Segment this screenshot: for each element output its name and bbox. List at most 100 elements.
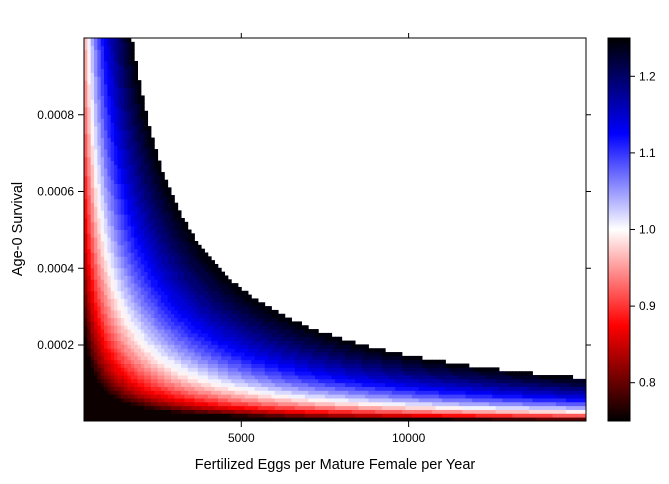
heatmap-cell <box>157 187 162 192</box>
heatmap-cell <box>365 413 369 418</box>
heatmap-cell <box>455 409 460 414</box>
heatmap-cell <box>150 378 155 384</box>
heatmap-cell <box>241 309 246 315</box>
heatmap-cell <box>478 367 483 372</box>
heatmap-cell <box>264 363 269 368</box>
heatmap-cell <box>150 233 155 238</box>
heatmap-cell <box>124 329 128 334</box>
heatmap-cell <box>187 306 192 311</box>
heatmap-cell <box>385 355 389 361</box>
heatmap-cell <box>321 378 326 384</box>
heatmap-cell <box>117 126 122 131</box>
heatmap-cell <box>278 413 282 418</box>
heatmap-cell <box>204 417 209 422</box>
heatmap-cell <box>398 355 403 361</box>
heatmap-cell <box>284 390 289 395</box>
heatmap-cell <box>435 398 440 403</box>
heatmap-cell <box>207 256 212 261</box>
heatmap-cell <box>154 302 159 307</box>
heatmap-cell <box>114 294 118 299</box>
heatmap-cell <box>100 83 105 89</box>
heatmap-cell <box>130 122 135 127</box>
heatmap-cell <box>204 355 209 361</box>
heatmap-cell <box>124 352 128 357</box>
heatmap-cell <box>194 344 199 349</box>
heatmap-cell <box>87 294 92 299</box>
heatmap-cell <box>137 106 142 112</box>
heatmap-cell <box>301 359 306 364</box>
heatmap-cell <box>127 233 132 238</box>
heatmap-cell <box>224 298 229 303</box>
heatmap-cell <box>197 286 202 292</box>
heatmap-cell <box>237 336 242 342</box>
heatmap-cell <box>505 401 510 407</box>
heatmap-cell <box>184 317 189 322</box>
heatmap-cell <box>94 279 98 284</box>
heatmap-cell <box>348 344 353 349</box>
heatmap-cell <box>227 367 232 372</box>
heatmap-cell <box>194 355 199 361</box>
heatmap-cell <box>120 53 125 58</box>
heatmap-cell <box>90 126 95 131</box>
heatmap-cell <box>160 179 165 184</box>
heatmap-cell <box>187 252 192 257</box>
heatmap-cell <box>150 309 155 315</box>
heatmap-cell <box>167 371 172 376</box>
heatmap-cell <box>187 405 192 410</box>
heatmap-cell <box>438 375 443 380</box>
heatmap-cell <box>124 271 128 276</box>
heatmap-cell <box>160 344 165 349</box>
heatmap-cell <box>365 386 369 391</box>
heatmap-cell <box>147 145 152 150</box>
heatmap-cell <box>522 382 527 387</box>
heatmap-cell <box>237 409 242 414</box>
heatmap-cell <box>124 72 128 77</box>
heatmap-cell <box>117 348 122 353</box>
heatmap-cell <box>341 398 346 403</box>
heatmap-cell <box>147 317 152 322</box>
heatmap-cell <box>110 313 115 319</box>
heatmap-cell <box>147 390 152 395</box>
heatmap-cell <box>284 398 289 403</box>
heatmap-cell <box>321 344 326 349</box>
heatmap-cell <box>442 417 446 422</box>
heatmap-cell <box>365 355 369 361</box>
heatmap-cell <box>428 413 433 418</box>
heatmap-cell <box>191 271 195 276</box>
heatmap-cell <box>157 405 162 410</box>
heatmap-cell <box>114 129 118 135</box>
heatmap-cell <box>181 329 185 334</box>
heatmap-cell <box>124 302 128 307</box>
heatmap-cell <box>271 382 276 387</box>
heatmap-cell <box>97 214 102 219</box>
heatmap-cell <box>171 221 175 227</box>
heatmap-cell <box>147 229 152 234</box>
heatmap-cell <box>214 290 219 296</box>
heatmap-cell <box>191 348 195 353</box>
heatmap-cell <box>351 409 356 414</box>
heatmap-cell <box>525 386 530 391</box>
heatmap-cell <box>191 275 195 280</box>
heatmap-cell <box>160 229 165 234</box>
heatmap-cell <box>107 271 112 276</box>
heatmap-cell <box>90 263 95 269</box>
heatmap-cell <box>134 60 138 66</box>
heatmap-cell <box>157 260 162 265</box>
heatmap-cell <box>140 344 145 349</box>
heatmap-cell <box>181 390 185 395</box>
heatmap-cell <box>150 195 155 200</box>
heatmap-cell <box>408 401 413 407</box>
heatmap-cell <box>97 126 102 131</box>
heatmap-cell <box>197 348 202 353</box>
heatmap-cell <box>120 298 125 303</box>
heatmap-cell <box>117 340 122 345</box>
heatmap-cell <box>94 160 98 165</box>
heatmap-cell <box>177 398 182 403</box>
heatmap-cell <box>174 398 179 403</box>
heatmap-cell <box>311 329 316 334</box>
heatmap-cell <box>184 344 189 349</box>
heatmap-cell <box>271 344 276 349</box>
heatmap-cell <box>438 378 443 384</box>
heatmap-cell <box>458 409 463 414</box>
heatmap-cell <box>124 156 128 162</box>
